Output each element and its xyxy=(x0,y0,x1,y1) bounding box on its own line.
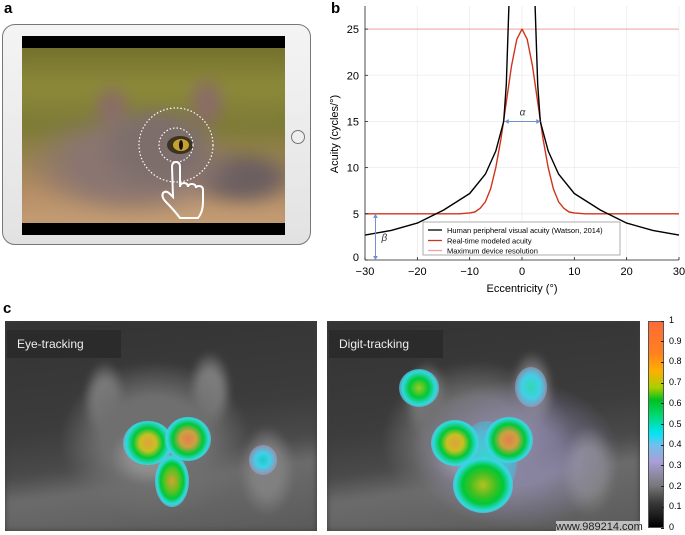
x-tick-label: 30 xyxy=(673,266,685,278)
colorbar-tick-label: 0.6 xyxy=(669,397,682,408)
panel-b-label: b xyxy=(331,0,341,17)
gaze-contingent-overlay xyxy=(138,107,214,219)
heat-blob-left-ear xyxy=(399,369,439,407)
colorbar-tick-label: 1 xyxy=(669,315,675,325)
colorbar-tick xyxy=(661,486,664,488)
series-line-watson xyxy=(364,5,510,236)
digit-tracking-label-box xyxy=(329,330,443,358)
series-line-watson xyxy=(534,5,680,236)
series-lines xyxy=(364,5,680,236)
cat-eye-pupil xyxy=(179,140,183,150)
axes: −30 −20 −10 0 10 20 30 0 5 10 15 20 25 xyxy=(347,6,685,278)
y-tick-label: 10 xyxy=(347,163,359,175)
eye-tracking-heatmap: Eye-tracking xyxy=(5,321,317,531)
x-axis-label: Eccentricity (°) xyxy=(486,283,557,295)
x-tick-label: −30 xyxy=(356,266,375,278)
colorbar-tick xyxy=(661,424,664,425)
heat-blob-paw xyxy=(249,445,277,475)
colorbar-tick-label: 0.2 xyxy=(669,480,682,491)
digit-tracking-heatmap: Digit-tracking xyxy=(327,321,640,531)
colorbar-tick xyxy=(661,506,664,508)
colorbar-tick xyxy=(661,382,664,384)
eye-tracking-label-box xyxy=(7,330,121,358)
blurred-cat-photo xyxy=(22,48,285,223)
y-tick-label: 20 xyxy=(347,70,359,82)
x-tick-label: −10 xyxy=(460,266,479,278)
outer-dashed-circle xyxy=(138,107,214,183)
colorbar-tick xyxy=(661,341,664,343)
colorbar-tick-label: 0.7 xyxy=(669,377,682,388)
colorbar-tick-label: 0.9 xyxy=(669,335,682,346)
heat-blob-right-eye xyxy=(165,417,211,461)
heat-blob-muzzle xyxy=(453,457,513,513)
colorbar-tick xyxy=(661,320,664,322)
legend-label-modeled: Real-time modeled acuity xyxy=(447,237,532,246)
arrowhead-icon xyxy=(536,119,541,124)
legend-box xyxy=(422,221,621,256)
colorbar-tick-label: 0 xyxy=(669,522,675,532)
inner-dashed-circle xyxy=(158,127,194,163)
colorbar-tick-label: 0.8 xyxy=(669,356,682,367)
legend-label-max-resolution: Maximum device resolution xyxy=(447,247,538,256)
x-tick-label: 20 xyxy=(621,266,633,278)
x-tick-label: 10 xyxy=(568,266,580,278)
heat-blob-right-eye xyxy=(485,417,533,463)
series-line-modeled xyxy=(365,28,679,215)
heat-blob-right-ear xyxy=(515,367,547,407)
pointing-hand-icon xyxy=(161,160,204,219)
x-tick-label: −20 xyxy=(408,266,427,278)
colorbar-tick xyxy=(661,527,664,529)
digit-tracking-title: Digit-tracking xyxy=(339,337,410,351)
colorbar-tick xyxy=(661,444,664,446)
legend: Human peripheral visual acuity (Watson, … xyxy=(422,221,621,256)
colorbar-tick-label: 0.5 xyxy=(669,418,682,429)
heat-blob-nose xyxy=(155,455,189,507)
y-tick-label: 15 xyxy=(347,116,359,128)
colorbar-tick xyxy=(661,465,664,467)
colorbar-tick-label: 0.3 xyxy=(669,459,682,470)
watermark: www.989214.com xyxy=(556,521,643,533)
x-tick-label: 0 xyxy=(519,266,525,278)
colorbar-tick xyxy=(661,361,664,363)
tablet-screen xyxy=(22,36,285,235)
annotation-label-alpha: α xyxy=(520,107,526,118)
panel-a-label: a xyxy=(4,0,13,17)
y-tick-label: 0 xyxy=(353,252,359,264)
y-tick-label: 25 xyxy=(347,24,359,36)
y-tick-label: 5 xyxy=(353,209,359,221)
arrowhead-icon xyxy=(373,256,378,260)
colorbar-tick-label: 0.1 xyxy=(669,501,682,512)
arrowhead-icon xyxy=(373,213,378,218)
colorbar-tick-label: 0.4 xyxy=(669,439,682,450)
annotation-label-beta: β xyxy=(380,233,387,244)
eye-tracking-title: Eye-tracking xyxy=(17,337,84,351)
legend-label-watson: Human peripheral visual acuity (Watson, … xyxy=(447,226,603,235)
y-axis-label: Acuity (cycles/°) xyxy=(329,95,341,173)
home-button-icon xyxy=(291,130,305,144)
annotations: αβ xyxy=(373,107,541,260)
panel-c-label: c xyxy=(3,300,12,317)
arrowhead-icon xyxy=(504,119,509,124)
colorbar-tick xyxy=(661,403,664,405)
